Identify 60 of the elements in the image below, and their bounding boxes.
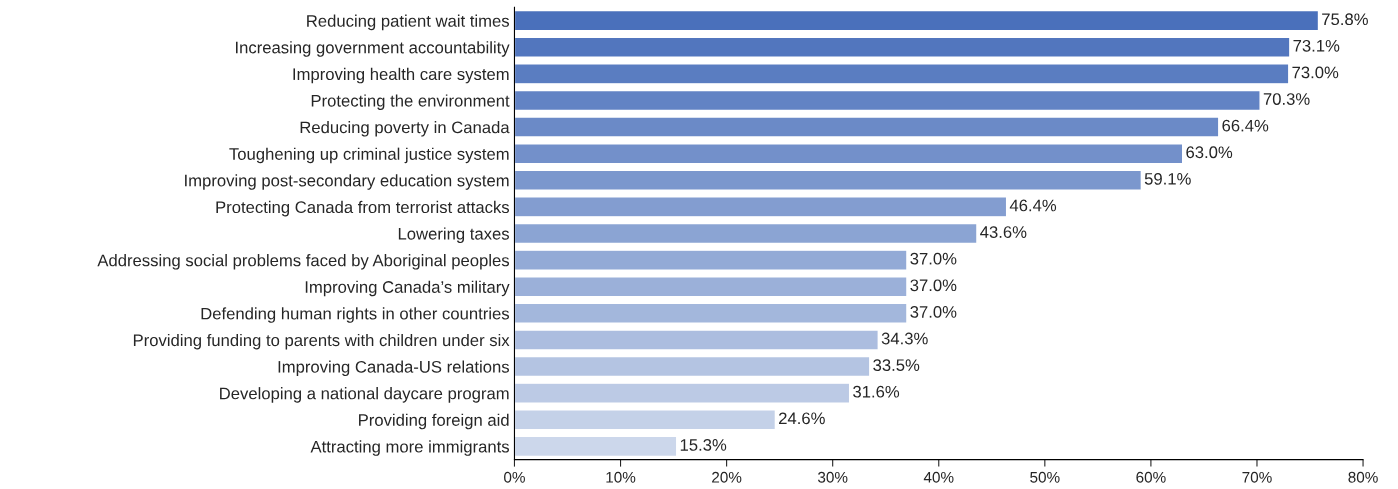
data-label: 37.0% <box>910 252 957 265</box>
x-tick-label: 30% <box>817 471 848 483</box>
data-label: 33.5% <box>873 359 920 372</box>
x-tick-label: 0% <box>504 471 525 483</box>
y-tick-label: Defending human rights in other countries <box>201 307 510 323</box>
bar <box>514 329 879 351</box>
x-tick-label: 70% <box>1242 471 1272 483</box>
x-tick-label: 20% <box>712 471 742 483</box>
bar <box>514 143 1184 165</box>
bar <box>514 409 777 431</box>
y-tick-label: Providing foreign aid <box>359 413 509 430</box>
bar <box>514 169 1143 191</box>
x-tick-label: 40% <box>923 471 954 483</box>
data-label: 24.6% <box>779 412 825 425</box>
bar <box>514 222 978 245</box>
data-label: 46.4% <box>1009 199 1057 212</box>
y-tick-label: Improving post-secondary education system <box>185 174 509 190</box>
y-tick-label: Toughening up criminal justice system <box>229 147 509 164</box>
bar <box>514 89 1261 112</box>
y-tick-label: Reducing poverty in Canada <box>300 121 510 137</box>
y-tick-label: Providing funding to parents with children under six <box>133 333 510 350</box>
y-tick-label: Increasing government accountability <box>236 41 510 57</box>
data-label: 34.3% <box>881 332 928 345</box>
data-label: 15.3% <box>680 439 727 451</box>
bar <box>514 382 851 404</box>
y-tick-label: Protecting Canada from terrorist attacks <box>216 200 510 217</box>
data-label: 66.4% <box>1222 119 1269 132</box>
data-label: 37.0% <box>910 279 957 292</box>
x-tick-label: 60% <box>1136 471 1166 483</box>
data-label: 70.3% <box>1263 93 1310 105</box>
bar <box>514 276 908 298</box>
data-label: 43.6% <box>980 226 1027 238</box>
y-tick-label: Reducing patient wait times <box>307 14 510 31</box>
y-tick-label: Lowering taxes <box>398 227 510 243</box>
data-label: 59.1% <box>1144 172 1191 185</box>
y-tick-label: Addressing social problems faced by Aboriginal peoples <box>97 254 510 270</box>
y-tick-label: Improving Canada-US relations <box>278 360 510 377</box>
bar <box>514 249 908 271</box>
bar <box>514 355 871 378</box>
y-tick-label: Developing a national daycare program <box>220 387 509 403</box>
y-tick-label: Protecting the environment <box>311 94 510 110</box>
bar <box>514 302 908 324</box>
data-label: 75.8% <box>1322 13 1368 26</box>
data-label: 73.1% <box>1293 39 1340 52</box>
bar <box>514 116 1220 138</box>
x-tick-label: 50% <box>1030 471 1060 483</box>
bar <box>514 435 678 458</box>
bar <box>514 63 1290 85</box>
data-label: 63.0% <box>1186 146 1233 159</box>
y-tick-label: Improving health care system <box>293 67 509 84</box>
bar <box>514 196 1008 218</box>
bar <box>514 9 1320 32</box>
data-label: 73.0% <box>1292 66 1339 79</box>
y-tick-label: Attracting more immigrants <box>310 440 510 456</box>
x-tick-label: 10% <box>606 471 636 483</box>
x-tick-label: 80% <box>1348 471 1378 483</box>
y-tick-label: Improving Canada’s military <box>305 280 510 297</box>
data-label: 31.6% <box>853 385 900 398</box>
bar <box>514 36 1291 58</box>
data-label: 37.0% <box>910 305 957 318</box>
